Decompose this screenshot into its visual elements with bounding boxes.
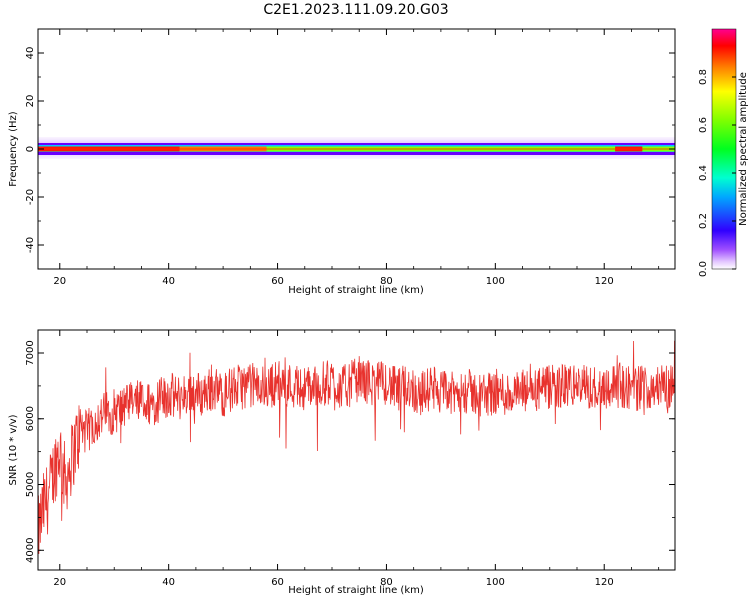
snr-y-ticks: 4000 5000 6000 7000 [25,340,675,563]
spectrogram-ylabel: Frequency (Hz) [8,111,19,187]
spectrogram-xlabel: Height of straight line (km) [288,285,424,296]
colorbar-tick-label: 0.2 [698,213,709,229]
spectrogram-ytick-label: 40 [25,47,36,60]
figure-title: C2E1.2023.111.09.20.G03 [263,2,448,18]
spectrogram-x-ticks: 20 40 60 80 100 120 [53,29,660,287]
spectrogram-ytick-label: -40 [25,237,36,253]
colorbar-tick-label: 0.0 [698,261,709,277]
spectrogram-xtick-label: 80 [380,276,393,287]
colorbar: 0.0 0.2 0.4 0.6 0.8 Normalized spectral ampl… [698,28,749,277]
spectrogram-xtick-label: 40 [162,276,175,287]
spectrogram-ytick-label: -20 [25,189,36,205]
colorbar-tick-label: 0.8 [698,69,709,85]
snr-xlabel: Height of straight line (km) [288,585,424,596]
colorbar-ticks: 0.0 0.2 0.4 0.6 0.8 [698,69,736,277]
colorbar-tick-label: 0.6 [698,117,709,133]
snr-ytick-label: 6000 [25,406,36,431]
spectrogram-y-ticks: -40 -20 0 20 40 [25,28,675,270]
snr-frame [37,329,676,571]
snr-x-ticks: 20 40 60 80 100 120 [53,330,660,588]
snr-xtick-label: 20 [53,577,66,588]
spectrogram-ytick-label: 0 [25,146,36,152]
snr-xtick-label: 100 [486,577,505,588]
colorbar-label: Normalized spectral amplitude [738,72,749,226]
spectrogram-core-segments [38,146,675,152]
snr-xtick-label: 120 [595,577,614,588]
snr-ylabel: SNR (10 * v/v) [8,414,19,485]
snr-xtick-label: 60 [271,577,284,588]
spectrogram-xtick-label: 100 [486,276,505,287]
snr-ytick-label: 5000 [25,472,36,497]
colorbar-gradient [711,28,737,270]
spectrogram-panel: 20 40 60 80 100 120 -40 -20 0 20 40 Height of str… [8,28,676,296]
spectrogram-plot-area [38,137,675,159]
snr-panel: 20 40 60 80 100 120 4000 5000 6000 7000 Height o… [8,329,676,596]
snr-plot-area [38,340,675,554]
spectrogram-ytick-label: 20 [25,95,36,108]
spectrogram-xtick-label: 60 [271,276,284,287]
spectrogram-xtick-label: 20 [53,276,66,287]
snr-ytick-label: 7000 [25,340,36,365]
snr-xtick-label: 80 [380,577,393,588]
colorbar-tick-label: 0.4 [698,165,709,181]
snr-series-line [38,340,675,554]
snr-xtick-label: 40 [162,577,175,588]
spectrogram-xtick-label: 120 [595,276,614,287]
snr-ytick-label: 4000 [25,538,36,563]
